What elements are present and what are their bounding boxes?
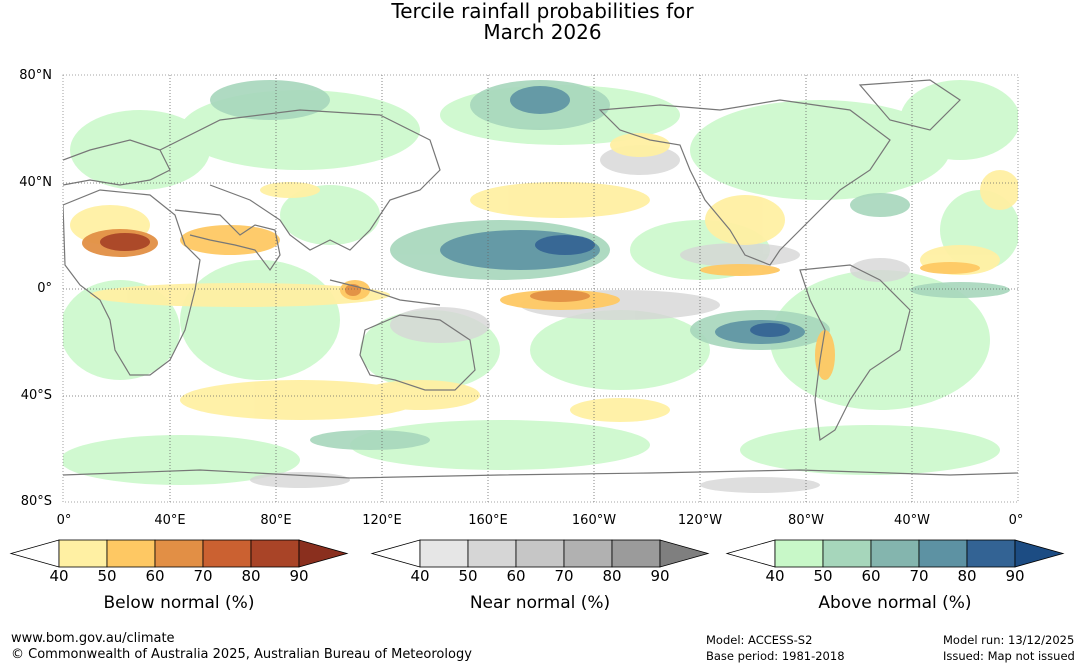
legend-near-tick: 50 xyxy=(458,567,478,585)
lon-label-120e: 120°E xyxy=(362,513,402,528)
lon-label-160e: 160°E xyxy=(468,513,508,528)
legend-above-tick: 60 xyxy=(861,567,881,585)
legend-below-tick: 70 xyxy=(193,567,213,585)
legend-above-high-arrow xyxy=(1014,539,1065,568)
legend-near-swatch xyxy=(515,539,565,568)
legend-above-title: Above normal (%) xyxy=(818,593,972,613)
legend-above-swatch xyxy=(918,539,968,568)
lon-label-40e: 40°E xyxy=(154,513,186,528)
legend-below-tick: 40 xyxy=(49,567,69,585)
lon-label-80w: 80°W xyxy=(788,513,824,528)
map-title: Tercile rainfall probabilities for xyxy=(391,0,694,23)
legend-above-swatch xyxy=(822,539,872,568)
legend-above-tick: 70 xyxy=(909,567,929,585)
lon-label-80e: 80°E xyxy=(260,513,292,528)
footer-model: Model: ACCESS-S2 xyxy=(706,633,813,647)
lat-label-40n: 40°N xyxy=(19,175,52,190)
legend-below-tick: 80 xyxy=(241,567,261,585)
legend-below-title: Below normal (%) xyxy=(103,593,255,613)
map-frame xyxy=(62,74,1019,503)
footer-copyright: © Commonwealth of Australia 2025, Austra… xyxy=(11,647,472,662)
lon-label-40w: 40°W xyxy=(894,513,930,528)
legend-below-swatch xyxy=(58,539,108,568)
legend-below-swatch xyxy=(154,539,204,568)
legend-below-high-arrow xyxy=(298,539,349,568)
footer-model-run: Model run: 13/12/2025 xyxy=(943,633,1075,647)
legend-above-tick: 80 xyxy=(957,567,977,585)
legend-near-high-arrow xyxy=(659,539,710,568)
legend-near-tick: 40 xyxy=(410,567,430,585)
legend-near-title: Near normal (%) xyxy=(469,593,611,613)
map-subtitle: March 2026 xyxy=(483,20,602,44)
lat-label-40s: 40°S xyxy=(20,388,52,403)
legend-near-tick: 80 xyxy=(602,567,622,585)
legend-below-swatch xyxy=(106,539,156,568)
lat-label-0: 0° xyxy=(37,281,52,296)
legend-above-swatch xyxy=(870,539,920,568)
legend-above-tick: 40 xyxy=(765,567,785,585)
lat-label-80n: 80°N xyxy=(19,68,52,83)
legend-above-low-arrow xyxy=(725,539,776,568)
coastlines xyxy=(63,79,1018,479)
legend-below-tick: 50 xyxy=(97,567,117,585)
lon-label-0-east: 0° xyxy=(1008,513,1024,528)
above-normal-very-strong-regions xyxy=(535,235,790,337)
legend-below-tick: 60 xyxy=(145,567,165,585)
lon-label-160w: 160°W xyxy=(571,513,617,528)
lon-label-120w: 120°W xyxy=(677,513,723,528)
legend-below-low-arrow xyxy=(9,539,60,568)
legend-near-low-arrow xyxy=(370,539,421,568)
legend-above-swatch xyxy=(966,539,1016,568)
legend-above-swatch xyxy=(774,539,824,568)
legend-near-swatch xyxy=(611,539,661,568)
legend-near-tick: 60 xyxy=(506,567,526,585)
footer-website[interactable]: www.bom.gov.au/climate xyxy=(11,631,175,646)
legend-below-swatch xyxy=(202,539,252,568)
legend-below-swatch xyxy=(250,539,300,568)
legend-near-tick: 90 xyxy=(650,567,670,585)
legend-below-tick: 90 xyxy=(289,567,309,585)
legend-above-tick: 50 xyxy=(813,567,833,585)
legend-near-tick: 70 xyxy=(554,567,574,585)
below-normal-very-strong-regions xyxy=(100,233,150,251)
legend-above-tick: 90 xyxy=(1005,567,1025,585)
lat-label-80s: 80°S xyxy=(20,494,52,509)
legend-near-swatch xyxy=(563,539,613,568)
legend-near-swatch xyxy=(467,539,517,568)
lon-label-0: 0° xyxy=(56,513,72,528)
legend-near-swatch xyxy=(419,539,469,568)
graticule xyxy=(63,75,1018,502)
footer-base-period: Base period: 1981-2018 xyxy=(706,649,845,663)
footer-issued: Issued: Map not issued xyxy=(943,649,1075,663)
